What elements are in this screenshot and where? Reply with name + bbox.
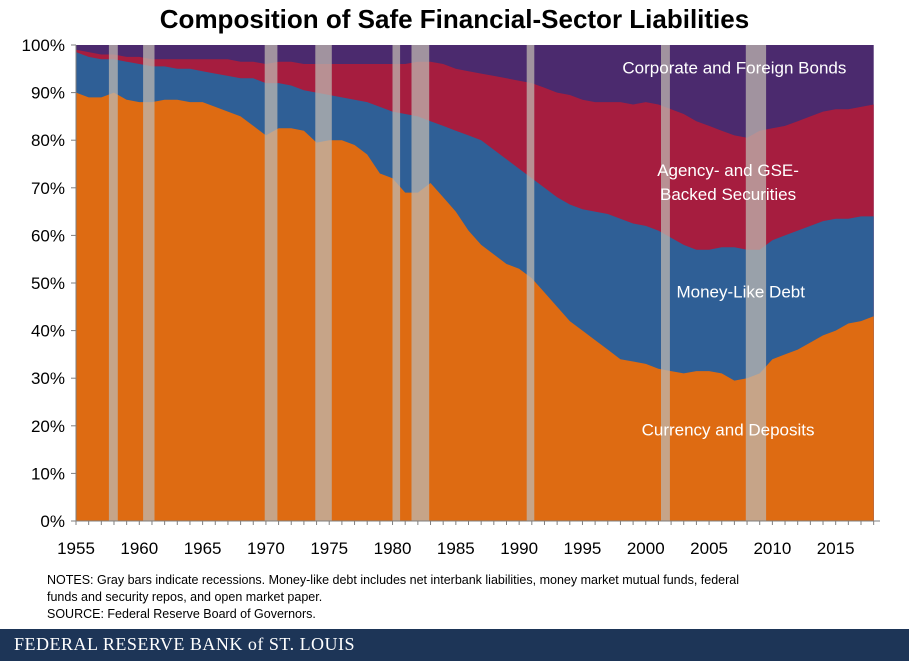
annotation-line: Money-Like Debt [676,282,805,301]
x-tick-label: 1970 [247,539,285,558]
x-tick-label: 1985 [437,539,475,558]
x-tick-label: 2010 [753,539,791,558]
x-tick-label: 1990 [500,539,538,558]
annotation-line: Corporate and Foreign Bonds [622,59,846,78]
recession-bar [315,45,332,521]
annotation-money: Money-Like Debt [676,282,805,301]
y-tick-label: 70% [31,179,65,198]
recession-bar [108,45,118,521]
annotation-line: Agency- and GSE- [657,161,799,180]
x-tick-label: 1980 [374,539,412,558]
x-tick-label: 2015 [817,539,855,558]
recession-bar [411,45,430,521]
y-tick-label: 90% [31,84,65,103]
chart: 0% 10% 20% 30% 40% 50% 60% 70% 80% 90% 100% 1955 196… [22,36,880,558]
annotation-corporate: Corporate and Foreign Bonds [622,59,846,78]
x-tick-label: 1995 [564,539,602,558]
x-tick-label: 2000 [627,539,665,558]
x-tick-label: 1955 [57,539,95,558]
recession-bar [392,45,401,521]
annotation-line: Backed Securities [660,185,796,204]
annotation-agency: Agency- and GSE- Backed Securities [657,161,799,204]
chart-title: Composition of Safe Financial-Sector Lia… [159,4,750,34]
y-tick-label: 0% [40,512,65,531]
x-tick-label: 1965 [184,539,222,558]
y-tick-label: 80% [31,131,65,150]
y-tick-label: 50% [31,274,65,293]
recession-bar [661,45,670,521]
y-tick-label: 10% [31,464,65,483]
recession-bar [143,45,155,521]
y-tick-label: 100% [22,36,65,55]
footer-bar: FEDERAL RESERVE BANK of ST. LOUIS [0,629,909,661]
notes-line-2: funds and security repos, and open marke… [47,590,323,604]
recession-bar [264,45,278,521]
annotation-currency: Currency and Deposits [642,420,815,439]
x-tick-label: 1975 [310,539,348,558]
x-tick-label: 1960 [120,539,158,558]
y-tick-label: 20% [31,417,65,436]
notes-source: SOURCE: Federal Reserve Board of Governo… [47,607,316,621]
y-tick-label: 30% [31,369,65,388]
annotation-line: Currency and Deposits [642,420,815,439]
recession-bar [526,45,535,521]
y-tick-label: 40% [31,322,65,341]
y-tick-label: 60% [31,226,65,245]
footer-brand: FEDERAL RESERVE BANK of ST. LOUIS [14,634,356,654]
notes-line-1: NOTES: Gray bars indicate recessions. Mo… [47,573,739,587]
recession-bar [745,45,767,521]
notes: NOTES: Gray bars indicate recessions. Mo… [47,572,887,623]
x-tick-label: 2005 [690,539,728,558]
